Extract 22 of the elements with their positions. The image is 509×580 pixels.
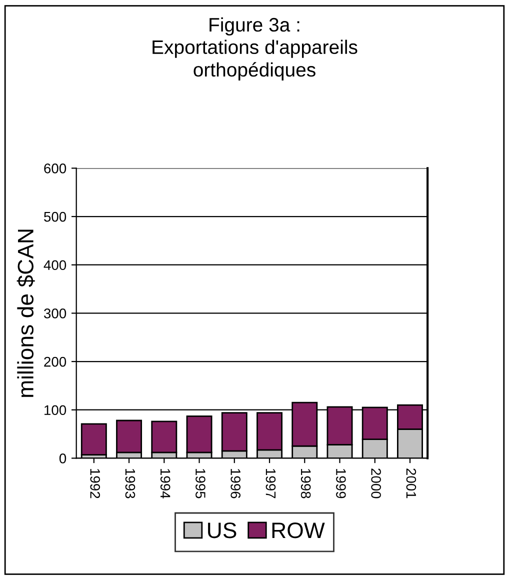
y-tick-label: 200 (44, 356, 66, 367)
chart-title: Figure 3a : Exportations d'appareils orthopédiques (152, 17, 358, 81)
y-axis-title: millions de $CAN (16, 230, 35, 397)
y-tick-label: 300 (44, 308, 66, 318)
x-tick-label: 1998 (300, 468, 311, 498)
x-tick-label: 2001 (406, 468, 416, 498)
x-tick-label: 2000 (371, 468, 381, 498)
y-tick-label: 0 (59, 454, 66, 464)
legend-label: ROW (272, 522, 325, 538)
x-tick-label: 1996 (230, 468, 240, 498)
x-tick-label: 1992 (90, 468, 100, 498)
y-tick-label: 400 (44, 260, 66, 270)
x-tick-label: 1995 (196, 468, 206, 498)
x-tick-label: 1993 (125, 468, 136, 498)
x-tick-label: 1997 (266, 468, 276, 498)
x-tick-label: 1994 (160, 468, 170, 498)
y-tick-label: 500 (44, 212, 66, 222)
bar (80, 423, 107, 456)
y-tick-label: 100 (44, 405, 66, 416)
y-tick-label: 600 (44, 164, 66, 174)
legend-label: US (208, 522, 236, 538)
x-tick-label: 1999 (336, 468, 346, 498)
